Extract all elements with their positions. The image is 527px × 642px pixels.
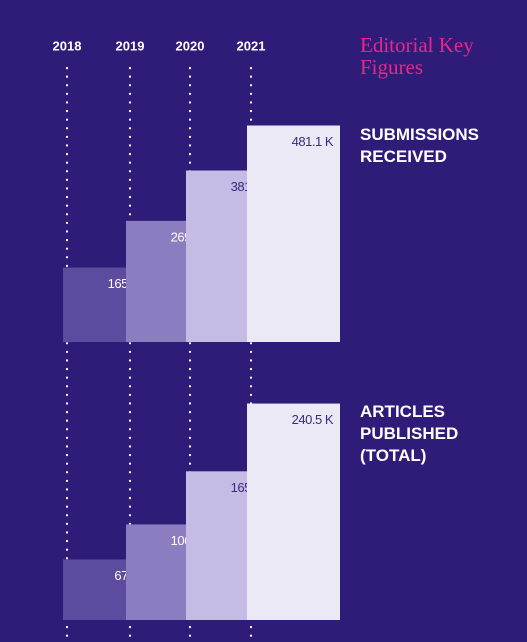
- bar: [247, 125, 340, 342]
- year-label: 2020: [176, 38, 205, 53]
- year-label: 2019: [116, 38, 145, 53]
- page-title: Editorial Key Figures: [360, 33, 474, 79]
- chart-title: ARTICLES PUBLISHED (TOTAL): [360, 402, 459, 465]
- year-label: 2018: [53, 38, 82, 53]
- chart-title: SUBMISSIONS RECEIVED: [360, 125, 480, 166]
- value-label: 481.1 K: [292, 134, 334, 149]
- value-label: 240.5 K: [292, 412, 334, 427]
- bar: [247, 403, 340, 620]
- year-label: 2021: [237, 38, 266, 53]
